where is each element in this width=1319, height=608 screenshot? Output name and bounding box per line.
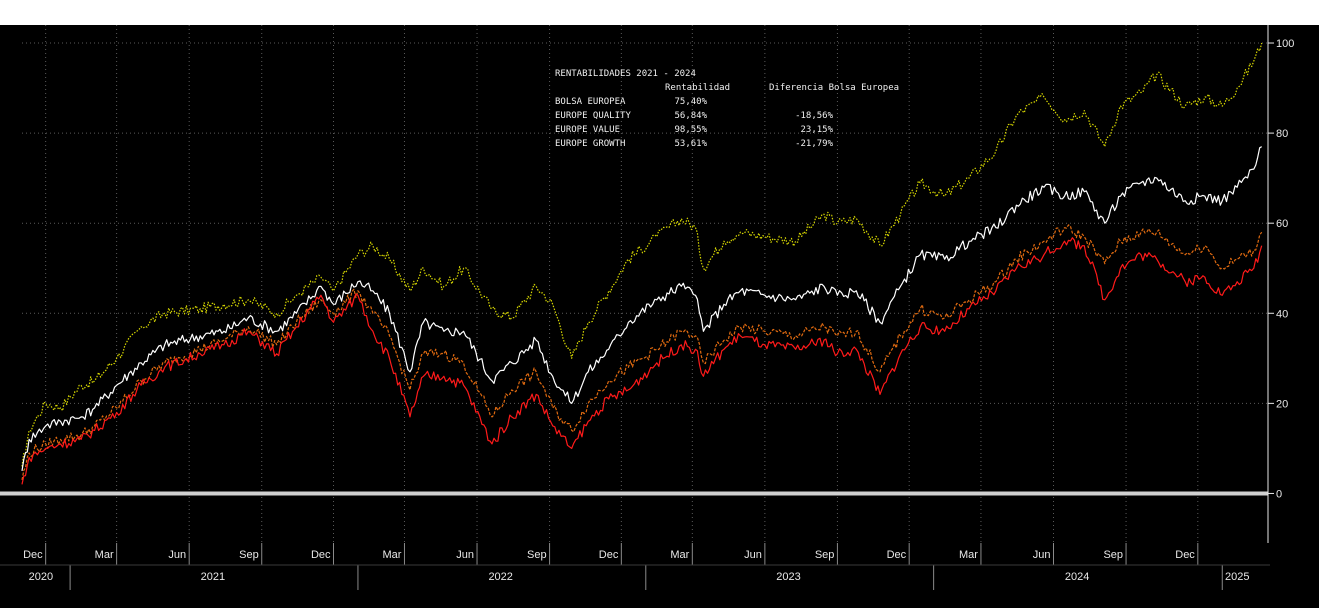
y-tick-label: 60 <box>1276 218 1288 230</box>
table-row-diff: -18,56% <box>795 111 834 121</box>
x-tick-label: Dec <box>1175 549 1195 561</box>
y-tick-label: 100 <box>1276 38 1294 50</box>
x-axis: Dec Mar Jun Sep Dec Mar Jun Sep Dec Mar Jun Sep Dec M… <box>0 543 1270 583</box>
series-line-0 <box>21 42 1263 467</box>
table-row-name: EUROPE VALUE <box>555 125 620 135</box>
x-tick-label: Mar <box>383 549 402 561</box>
x-tick-label: Sep <box>815 549 835 561</box>
x-tick-label: Mar <box>95 549 114 561</box>
x-tick-label: Jun <box>168 549 186 561</box>
table-row-return: 56,84% <box>674 111 707 121</box>
x-year-label: 2021 <box>201 571 225 583</box>
x-tick-label: Dec <box>887 549 907 561</box>
x-tick-label: Jun <box>744 549 762 561</box>
y-tick-label: 40 <box>1276 308 1288 320</box>
x-tick-label: Sep <box>1103 549 1123 561</box>
x-tick-label: Sep <box>527 549 547 561</box>
x-tick-label: Mar <box>670 549 689 561</box>
y-tick-label: 20 <box>1276 398 1288 410</box>
series-line-2 <box>21 224 1263 481</box>
table-header-diff: Diferencia Bolsa Europea <box>769 83 899 93</box>
series-line-3 <box>21 237 1263 485</box>
table-row-name: BOLSA EUROPEA <box>555 97 626 107</box>
x-tick-label: Dec <box>311 549 331 561</box>
x-tick-label: Sep <box>239 549 259 561</box>
x-tick-label: Dec <box>599 549 619 561</box>
x-year-label: 2025 <box>1225 571 1249 583</box>
table-row-return: 53,61% <box>674 139 707 149</box>
table-row-return: 98,55% <box>674 125 707 135</box>
table-row-name: EUROPE GROWTH <box>555 139 625 149</box>
table-title: RENTABILIDADES 2021 - 2024 <box>555 69 696 79</box>
series-line-1 <box>21 146 1263 471</box>
x-year-label: 2024 <box>1065 571 1089 583</box>
x-tick-label: Mar <box>959 549 978 561</box>
y-tick-label: 0 <box>1276 488 1282 500</box>
x-tick-label: Dec <box>23 549 43 561</box>
series-lines <box>21 42 1263 485</box>
table-row-diff: -21,79% <box>795 139 834 149</box>
returns-table: RENTABILIDADES 2021 - 2024 Rentabilidad … <box>555 69 899 149</box>
table-row-return: 75,40% <box>674 97 707 107</box>
x-year-label: 2022 <box>488 571 512 583</box>
y-tick-label: 80 <box>1276 128 1288 140</box>
y-axis: 100 80 60 40 20 0 <box>1267 25 1294 543</box>
chart-background <box>0 25 1319 608</box>
table-header-return: Rentabilidad <box>665 83 730 93</box>
x-tick-label: Jun <box>456 549 474 561</box>
x-year-label: 2020 <box>29 571 53 583</box>
x-tick-label: Jun <box>1033 549 1051 561</box>
table-row-name: EUROPE QUALITY <box>555 111 631 121</box>
table-row-diff: 23,15% <box>800 125 833 135</box>
year-separators <box>69 565 1223 590</box>
x-year-label: 2023 <box>776 571 800 583</box>
